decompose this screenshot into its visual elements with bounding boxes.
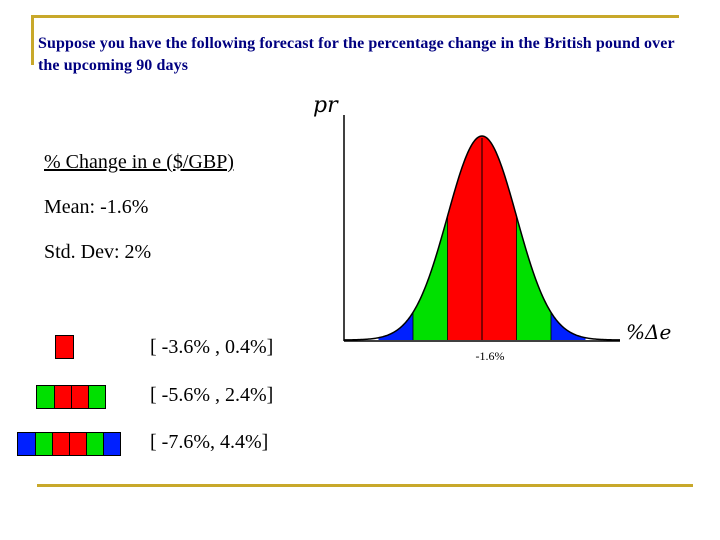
swatch-2-sd — [36, 385, 106, 409]
mean-tick-label: -1.6% — [476, 349, 505, 363]
swatch-green-block — [35, 433, 52, 455]
swatch-red-block — [56, 336, 73, 358]
swatch-green-block — [86, 433, 103, 455]
y-axis-label: pr — [313, 93, 339, 118]
slide-title: Suppose you have the following forecast … — [38, 35, 675, 74]
swatch-red-block — [71, 386, 88, 408]
swatch-blue-block — [18, 433, 35, 455]
swatch-green-block — [88, 386, 105, 408]
swatch-red-block — [52, 433, 69, 455]
swatch-blue-block — [103, 433, 120, 455]
swatch-3-sd — [17, 432, 121, 456]
range-1-sd: [ -3.6% , 0.4%] — [150, 336, 274, 358]
swatch-green-block — [37, 386, 54, 408]
density-curve — [343, 135, 621, 341]
swatch-red-block — [54, 386, 71, 408]
x-axis-label: %Δe — [626, 320, 671, 344]
frame-left-rule — [31, 15, 34, 65]
swatch-1-sd — [55, 335, 74, 359]
frame-bottom-rule — [37, 484, 693, 487]
frame-top-rule — [31, 15, 679, 18]
legend-heading: % Change in e ($/GBP) — [44, 151, 234, 173]
stddev-text: Std. Dev: 2% — [44, 241, 152, 263]
range-2-sd: [ -5.6% , 2.4%] — [150, 384, 274, 406]
swatch-red-block — [69, 433, 86, 455]
mean-text: Mean: -1.6% — [44, 196, 149, 218]
range-3-sd: [ -7.6%, 4.4%] — [150, 431, 269, 453]
